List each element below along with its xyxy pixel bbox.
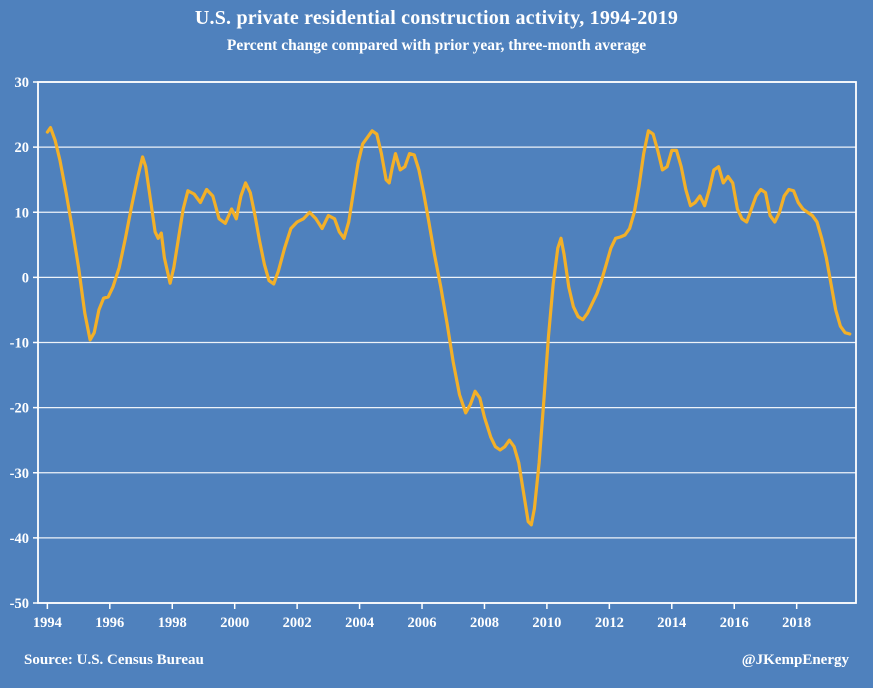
x-tick-label: 2012 xyxy=(595,615,624,631)
x-tick-label: 2002 xyxy=(283,615,312,631)
x-tick-label: 2008 xyxy=(470,615,499,631)
y-tick-label: -50 xyxy=(10,596,29,612)
x-tick-label: 2014 xyxy=(657,615,686,631)
x-tick-label: 2004 xyxy=(345,615,374,631)
y-tick-label: -20 xyxy=(10,401,29,417)
x-tick-label: 2000 xyxy=(220,615,249,631)
x-tick-label: 2018 xyxy=(782,615,811,631)
y-tick-label: 0 xyxy=(22,270,29,286)
plot-border xyxy=(37,81,857,604)
source-note: Source: U.S. Census Bureau xyxy=(24,652,204,668)
y-tick-label: 10 xyxy=(15,205,30,221)
author-handle: @JKempEnergy xyxy=(741,652,849,668)
x-tick-label: 2016 xyxy=(720,615,749,631)
y-tick-label: -10 xyxy=(10,336,29,352)
x-tick-label: 1998 xyxy=(158,615,187,631)
chart-title: U.S. private residential construction ac… xyxy=(194,7,679,29)
y-tick-label: 30 xyxy=(15,75,30,91)
x-tick-label: 2006 xyxy=(408,615,437,631)
y-tick-label: -30 xyxy=(10,466,29,482)
y-tick-label: -40 xyxy=(10,531,29,547)
data-line xyxy=(45,125,852,527)
x-tick-label: 2010 xyxy=(532,615,561,631)
y-tick-label: 20 xyxy=(15,140,30,156)
chart-subtitle: Percent change compared with prior year,… xyxy=(226,37,647,54)
x-tick-label: 1994 xyxy=(33,615,62,631)
x-tick-label: 1996 xyxy=(95,615,124,631)
